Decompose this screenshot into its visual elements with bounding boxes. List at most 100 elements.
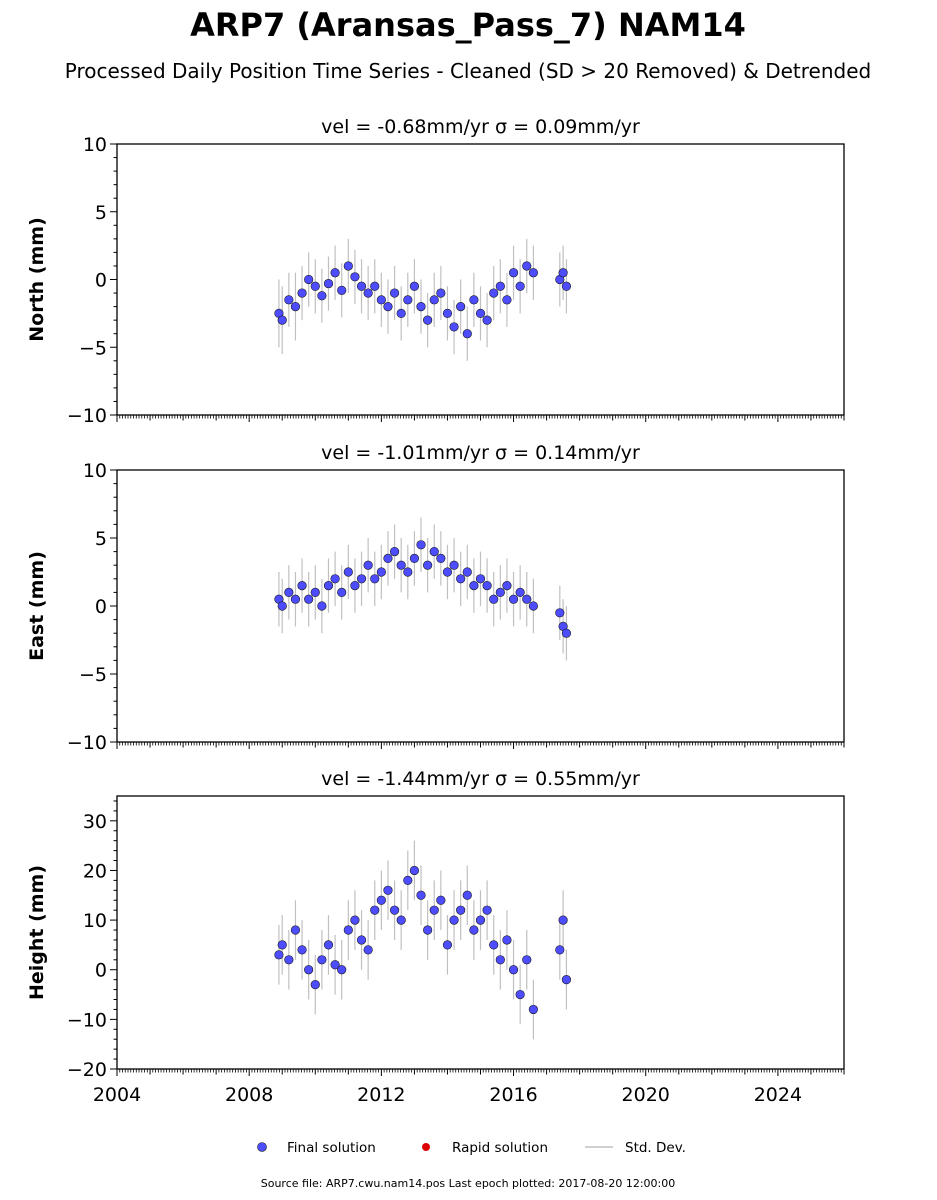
north-data-point (462, 329, 472, 339)
height-data-point (522, 955, 532, 965)
east-ytick-label: −5 (79, 664, 107, 686)
east-data-point (337, 587, 347, 598)
east-data-point (456, 574, 466, 584)
east-data-point (317, 601, 327, 611)
east-data-point (515, 587, 525, 598)
height-ytick-label: 20 (83, 860, 107, 882)
north-data-point (389, 288, 400, 298)
north-data-point (409, 281, 420, 291)
height-data-point (561, 975, 572, 985)
east-data-point (442, 567, 453, 577)
east-ytick-label: 0 (95, 596, 107, 618)
east-data-point (508, 594, 519, 604)
east-data-point (290, 594, 301, 604)
north-data-point (561, 281, 572, 291)
height-data-point (555, 945, 565, 955)
north-data-point (456, 302, 466, 312)
legend-rapid-label: Rapid solution (452, 1140, 548, 1156)
north-points (274, 261, 572, 339)
height-data-point (363, 945, 373, 955)
east-data-point (462, 567, 472, 577)
east-data-point (350, 580, 360, 591)
north-data-point (469, 295, 479, 305)
height-data-point (495, 955, 505, 965)
height-stddev-bars (278, 840, 568, 1040)
height-data-point (376, 895, 386, 905)
east-data-point (495, 587, 505, 598)
height-data-point (317, 955, 327, 965)
height-data-point (515, 989, 525, 1000)
east-data-point (416, 540, 426, 550)
east-data-point (297, 580, 307, 591)
height-points (274, 865, 572, 1015)
xtick-label: 2012 (357, 1084, 405, 1106)
north-data-point (350, 272, 360, 282)
north-data-point (284, 295, 294, 305)
height-ytick-label: 30 (83, 811, 107, 833)
east-data-point (356, 574, 367, 584)
north-axes-frame (116, 143, 845, 416)
east-data-point (376, 567, 386, 577)
north-ytick-label: 5 (95, 202, 107, 224)
east-ytick-label: −10 (67, 732, 107, 754)
north-data-point (508, 268, 519, 278)
height-data-point (297, 945, 307, 955)
east-data-point (436, 553, 446, 564)
east-data-point (449, 560, 459, 570)
height-ytick-label: 0 (95, 960, 107, 982)
height-data-point (343, 925, 353, 935)
height-data-point (323, 940, 334, 950)
height-data-point (558, 915, 568, 925)
east-panel-title: vel = -1.01mm/yr σ = 0.14mm/yr (321, 442, 640, 464)
east-data-point (310, 587, 320, 598)
east-stddev-bars (278, 517, 568, 661)
height-ytick-label: 10 (83, 910, 107, 932)
height-data-point (429, 905, 439, 915)
height-data-point (416, 890, 426, 900)
height-data-point (383, 885, 393, 895)
north-ylabel: North (mm) (26, 217, 48, 342)
height-data-point (274, 950, 284, 960)
east-data-point (489, 594, 499, 604)
height-data-point (337, 965, 347, 975)
xtick-label: 2004 (93, 1084, 141, 1106)
height-panel: vel = -1.44mm/yr σ = 0.55mm/yr Height (mm… (26, 768, 845, 1106)
height-ylabel: Height (mm) (26, 865, 48, 1000)
north-data-point (423, 315, 433, 325)
east-data-point (389, 546, 400, 557)
height-ytick-label: −10 (67, 1009, 107, 1031)
east-data-point (469, 580, 479, 591)
east-data-point (502, 580, 512, 591)
east-data-point (555, 608, 565, 618)
legend: Final solution Rapid solution Std. Dev. (257, 1140, 686, 1156)
height-data-point (310, 980, 320, 990)
east-ylabel: East (mm) (26, 551, 48, 661)
north-ytick-label: −10 (67, 405, 107, 427)
north-data-point (343, 261, 353, 271)
height-data-point (370, 905, 380, 915)
north-data-point (310, 281, 320, 291)
figure-title: ARP7 (Aransas_Pass_7) NAM14 (190, 6, 746, 44)
height-data-point (462, 890, 472, 900)
north-data-point (475, 308, 486, 318)
height-data-point (508, 965, 519, 975)
north-ytick-label: 0 (95, 270, 107, 292)
east-ytick-label: 5 (95, 528, 107, 550)
east-data-point (363, 560, 373, 570)
east-data-point (277, 601, 287, 611)
height-data-point (436, 895, 446, 905)
north-data-point (277, 315, 287, 325)
height-data-point (442, 940, 453, 950)
height-data-point (469, 925, 479, 935)
north-data-point (495, 281, 505, 291)
height-data-point (456, 905, 466, 915)
east-data-point (403, 567, 413, 577)
east-data-point (396, 560, 406, 570)
height-ytick-label: −20 (67, 1059, 107, 1081)
height-data-point (528, 1004, 538, 1015)
height-data-point (423, 925, 433, 935)
north-data-point (290, 302, 301, 312)
height-data-point (489, 940, 499, 950)
east-data-point (409, 553, 420, 564)
north-data-point (376, 295, 386, 305)
